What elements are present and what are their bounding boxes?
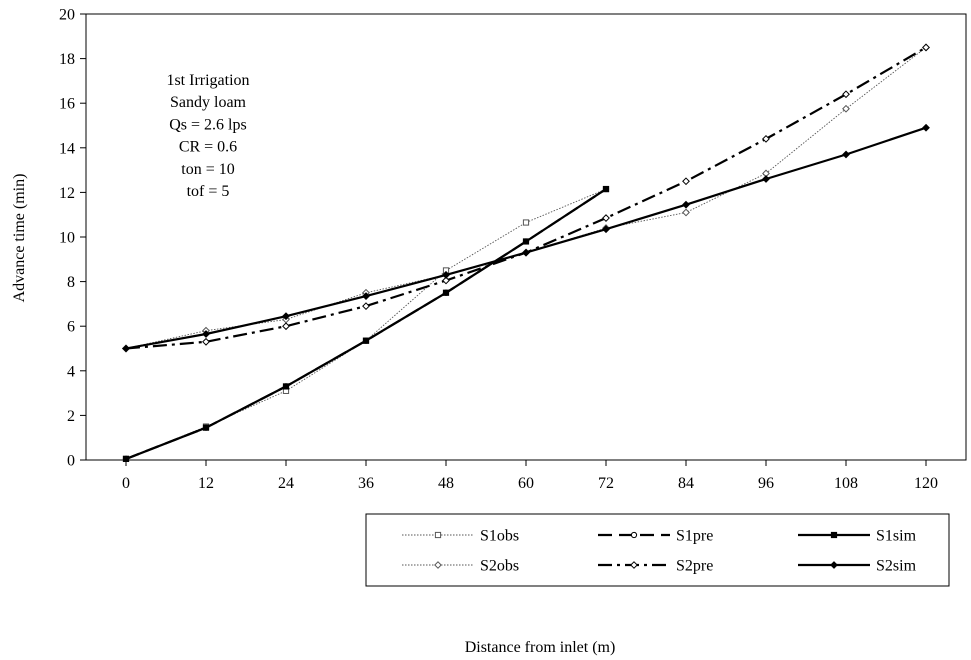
data-point-S2sim	[922, 123, 930, 132]
data-point-S1sim	[362, 337, 370, 344]
data-point-S1obs	[522, 219, 530, 226]
x-tick-label: 0	[122, 475, 130, 492]
legend-label: S2sim	[876, 558, 917, 575]
y-tick-label: 18	[59, 51, 75, 68]
y-tick-label: 6	[67, 319, 75, 336]
x-tick-label: 108	[834, 475, 858, 492]
series-S2obs	[122, 43, 930, 353]
data-point-S2pre	[682, 177, 690, 186]
legend-marker	[434, 531, 442, 539]
y-tick-label: 14	[59, 140, 75, 157]
legend-marker	[830, 531, 838, 539]
y-tick-label: 4	[67, 363, 75, 380]
y-tick-label: 8	[67, 274, 75, 291]
data-point-S1sim	[442, 289, 450, 296]
y-tick-label: 0	[67, 453, 75, 470]
data-point-S1sim	[282, 383, 290, 390]
series-line-S1sim	[125, 188, 607, 460]
data-point-S2sim	[842, 150, 850, 159]
series-S1sim	[122, 185, 610, 462]
legend: S1obs S1pre S1sim S2obs S2pre S2sim	[365, 513, 950, 587]
legend-label: S2pre	[676, 558, 713, 575]
legend-item-S2sim: S2sim	[798, 558, 917, 575]
x-tick-label: 12	[198, 475, 214, 492]
legend-label: S1pre	[676, 528, 713, 545]
x-tick-label: 60	[518, 475, 534, 492]
x-tick-label: 84	[678, 475, 694, 492]
data-point-S2pre	[762, 134, 770, 143]
legend-marker	[630, 531, 638, 539]
y-axis-label: Advance time (min)	[11, 174, 28, 303]
data-point-S1sim	[522, 238, 530, 245]
x-tick-label: 120	[914, 475, 938, 492]
data-point-S2sim	[522, 248, 530, 257]
data-point-S2sim	[122, 344, 130, 353]
legend-marker	[830, 561, 838, 569]
legend-item-S1sim: S1sim	[798, 528, 917, 545]
legend-label: S2obs	[480, 558, 519, 575]
legend-label: S1sim	[876, 528, 917, 545]
data-point-S2sim	[442, 271, 450, 279]
y-tick-label: 10	[59, 230, 75, 247]
x-tick-label: 36	[358, 475, 374, 492]
y-tick-label: 12	[59, 185, 75, 202]
x-tick-label: 48	[438, 475, 454, 492]
data-point-S2sim	[282, 312, 290, 321]
data-point-S2pre	[202, 337, 210, 346]
x-tick-label: 72	[598, 475, 614, 492]
legend-item-S2obs: S2obs	[402, 558, 519, 575]
legend-label: S1obs	[480, 528, 519, 545]
data-point-S2pre	[922, 43, 930, 52]
data-point-S2obs	[682, 208, 690, 217]
legend-box	[365, 513, 950, 587]
data-point-S1sim	[202, 424, 210, 431]
data-point-S2pre	[442, 276, 450, 285]
series-S2sim	[122, 123, 930, 353]
annotation-line: Sandy loam	[170, 94, 247, 111]
data-point-S2pre	[282, 322, 290, 331]
annotation-line: ton = 10	[181, 161, 234, 178]
data-point-S2pre	[602, 214, 610, 222]
x-axis-label: Distance from inlet (m)	[465, 639, 616, 656]
legend-item-S1pre: S1pre	[598, 528, 713, 545]
series-line-S2obs	[125, 47, 927, 349]
data-point-S2sim	[202, 330, 210, 338]
data-point-S2sim	[682, 200, 690, 209]
data-point-S1sim	[122, 455, 130, 462]
data-point-S2sim	[602, 225, 610, 234]
data-point-S2pre	[362, 302, 370, 311]
legend-item-S1obs: S1obs	[402, 528, 519, 545]
series-S2pre	[122, 43, 930, 353]
series-S1pre	[122, 185, 610, 462]
data-point-S2pre	[842, 90, 850, 99]
legend-marker	[434, 561, 442, 569]
annotation-line: 1st Irrigation	[166, 72, 249, 89]
annotation-line: Qs = 2.6 lps	[169, 116, 246, 133]
y-tick-label: 20	[59, 7, 75, 24]
data-point-S2sim	[362, 292, 370, 301]
legend-marker	[630, 561, 638, 569]
series-S1obs	[122, 185, 610, 462]
legend-item-S2pre: S2pre	[598, 558, 713, 575]
series-line-S1obs	[125, 188, 607, 460]
x-tick-label: 96	[758, 475, 774, 492]
series-line-S2pre	[125, 46, 927, 350]
x-tick-label: 24	[278, 475, 294, 492]
series-line-S1pre	[125, 188, 607, 460]
chart-annotation: 1st Irrigation Sandy loam Qs = 2.6 lps CR =…	[166, 72, 249, 200]
y-tick-label: 16	[59, 96, 75, 113]
series-layer	[122, 43, 930, 462]
y-tick-label: 2	[67, 408, 75, 425]
annotation-line: tof = 5	[187, 183, 230, 200]
data-point-S2sim	[762, 175, 770, 183]
annotation-line: CR = 0.6	[179, 139, 237, 156]
series-line-S2sim	[125, 126, 927, 350]
data-point-S1sim	[602, 185, 610, 193]
data-point-S2obs	[842, 104, 850, 113]
